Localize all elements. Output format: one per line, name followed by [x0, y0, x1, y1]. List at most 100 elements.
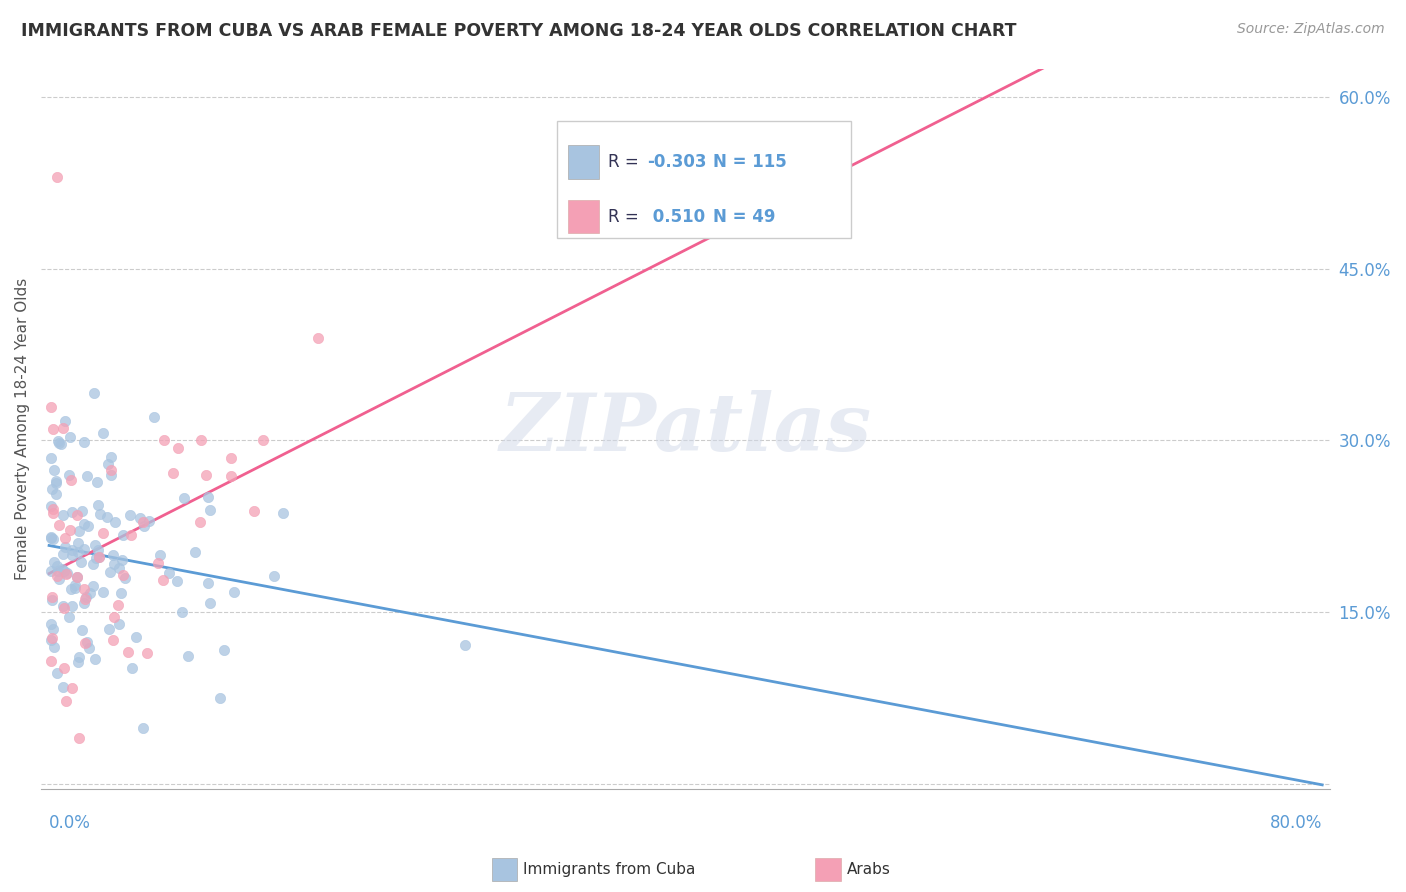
Point	[100, 450, 122, 465]
Point	[53, 540, 76, 554]
Text: 0.510: 0.510	[647, 208, 706, 226]
Point	[200, 596, 222, 610]
Point	[120, 528, 142, 542]
Point	[110, 586, 132, 600]
Point	[166, 574, 188, 588]
Point	[52, 421, 75, 435]
Point	[197, 575, 219, 590]
Point	[87, 543, 110, 558]
Point	[307, 331, 329, 345]
Text: Immigrants from Cuba: Immigrants from Cuba	[523, 863, 696, 877]
Point	[55, 694, 77, 708]
Point	[52, 508, 75, 522]
Point	[96, 509, 118, 524]
Point	[45, 487, 67, 501]
Point	[41, 591, 63, 605]
Point	[48, 435, 70, 450]
Point	[100, 462, 122, 476]
Point	[58, 610, 80, 624]
Point	[52, 547, 75, 561]
Point	[60, 543, 83, 558]
Point	[53, 564, 76, 578]
Point	[149, 548, 172, 562]
Point	[73, 542, 96, 557]
Point	[69, 555, 91, 569]
Point	[129, 510, 152, 524]
Point	[55, 567, 77, 582]
Point	[454, 638, 477, 652]
Point	[45, 558, 67, 573]
Point	[52, 601, 75, 615]
Point	[84, 551, 107, 566]
Point	[41, 654, 63, 668]
Point	[77, 641, 100, 656]
Point	[103, 516, 125, 530]
Point	[86, 475, 108, 489]
Point	[67, 524, 90, 539]
Point	[66, 655, 89, 669]
Point	[82, 579, 104, 593]
Point	[177, 649, 200, 664]
Point	[73, 516, 96, 531]
Point	[44, 555, 66, 569]
Text: Arabs: Arabs	[846, 863, 890, 877]
Point	[60, 582, 83, 597]
Point	[136, 646, 159, 660]
Point	[42, 506, 65, 520]
Point	[103, 549, 125, 563]
Point	[66, 545, 89, 559]
Point	[67, 731, 90, 746]
Point	[39, 564, 62, 578]
Point	[42, 501, 65, 516]
Point	[153, 433, 176, 447]
Point	[142, 409, 165, 424]
Point	[87, 498, 110, 512]
Text: N = 115: N = 115	[713, 153, 787, 170]
Point	[87, 549, 110, 564]
Point	[63, 581, 86, 595]
Point	[111, 553, 134, 567]
Point	[107, 598, 129, 612]
Point	[118, 508, 141, 522]
Text: R =: R =	[607, 208, 638, 226]
Point	[39, 632, 62, 647]
Point	[45, 475, 67, 489]
Point	[84, 651, 107, 665]
Point	[59, 523, 82, 537]
Point	[73, 435, 96, 450]
Point	[173, 491, 195, 505]
Point	[66, 536, 89, 550]
Point	[52, 599, 75, 613]
Point	[219, 469, 242, 483]
Point	[111, 528, 134, 542]
Point	[170, 605, 193, 619]
Point	[41, 422, 63, 436]
Point	[219, 450, 242, 465]
Point	[138, 514, 160, 528]
Point	[107, 561, 129, 575]
Point	[51, 562, 73, 576]
Point	[41, 631, 63, 645]
Point	[66, 570, 89, 584]
Point	[162, 466, 184, 480]
Point	[243, 504, 266, 518]
Point	[121, 661, 143, 675]
Point	[188, 515, 211, 529]
Point	[53, 661, 76, 675]
Point	[152, 573, 174, 587]
Point	[98, 565, 121, 579]
Point	[39, 530, 62, 544]
Point	[79, 586, 101, 600]
Point	[60, 681, 83, 696]
Point	[100, 468, 122, 483]
Point	[157, 566, 180, 580]
Point	[83, 385, 105, 400]
Point	[48, 572, 70, 586]
Point	[190, 434, 212, 448]
Point	[39, 531, 62, 545]
Text: Source: ZipAtlas.com: Source: ZipAtlas.com	[1237, 22, 1385, 37]
Point	[65, 570, 87, 584]
Point	[75, 590, 97, 604]
Point	[76, 635, 98, 649]
Text: IMMIGRANTS FROM CUBA VS ARAB FEMALE POVERTY AMONG 18-24 YEAR OLDS CORRELATION CH: IMMIGRANTS FROM CUBA VS ARAB FEMALE POVE…	[21, 22, 1017, 40]
